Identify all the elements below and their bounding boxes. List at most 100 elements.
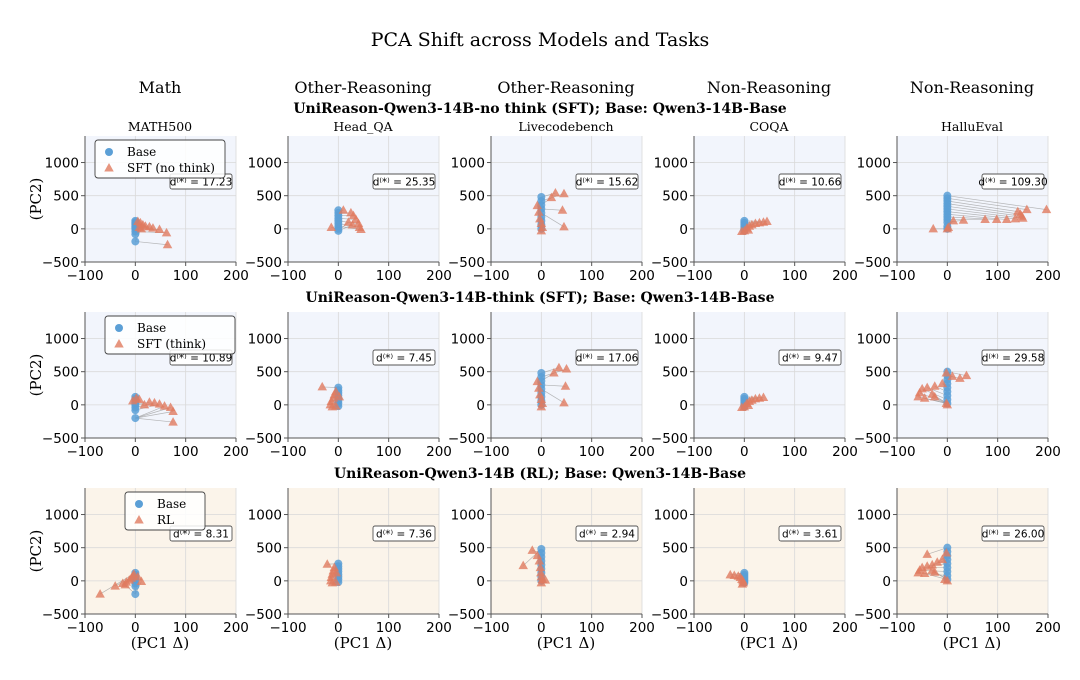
shifted-point	[148, 223, 158, 232]
shifted-point	[326, 222, 337, 232]
shifted-point	[120, 579, 131, 589]
subplot: −500 0 500 1000 −100 0 100 200 d⁽*⁾ = 9.47	[651, 312, 858, 460]
row-titles: UniReason-Qwen3-14B-no think (SFT); Base…	[293, 101, 786, 482]
x-tick-label: −100	[66, 620, 103, 636]
y-tick-label: 1000	[451, 156, 485, 172]
shift-connector	[947, 195, 1047, 210]
legend: Base SFT (think)	[104, 315, 236, 355]
shifted-point	[550, 188, 561, 197]
subplot: −500 0 500 1000 −100 0 100 200 d⁽*⁾ = 26.00	[854, 488, 1061, 636]
y-tick-label: 0	[679, 574, 688, 590]
y-tick-label: −500	[42, 607, 79, 623]
plot-area	[491, 488, 642, 614]
x-tick-label: 200	[426, 268, 452, 284]
y-tick-label: 1000	[45, 332, 79, 348]
subplot: −500 0 500 1000 −100 0 100 200 d⁽*⁾ = 7.45	[245, 312, 452, 460]
shifted-point	[980, 214, 990, 224]
y-tick-label: 0	[882, 398, 891, 414]
distance-annotation-box	[575, 349, 639, 366]
y-axis-label: (PC2)	[27, 178, 45, 221]
shift-connector	[947, 203, 1021, 215]
shifted-point	[554, 362, 564, 372]
plot-area	[491, 312, 642, 438]
shifted-point	[534, 383, 544, 392]
shifted-point	[331, 567, 342, 577]
y-tick-label: −500	[854, 607, 891, 623]
shifted-point	[338, 205, 349, 214]
plot-area	[897, 488, 1048, 614]
x-tick-label: 200	[832, 620, 858, 636]
shifted-point	[534, 555, 545, 565]
legend-box	[124, 491, 206, 531]
x-tick-label: −100	[878, 620, 915, 636]
distance-annotation: d⁽*⁾ = 10.66	[779, 177, 842, 189]
category-header: Non-Reasoning	[707, 78, 831, 97]
subplot: −500 0 500 1000 −100 0 100 200 d⁽*⁾ = 7.36	[245, 488, 452, 636]
task-title: COQA	[749, 119, 789, 134]
base-point	[334, 226, 343, 235]
task-title: Head_QA	[333, 119, 393, 134]
shifted-point	[943, 222, 954, 232]
plot-area	[897, 312, 1048, 438]
shifted-point	[941, 368, 952, 377]
x-tick-label: 100	[985, 620, 1011, 636]
row-title: UniReason-Qwen3-14B (RL); Base: Qwen3-14…	[334, 466, 746, 482]
y-tick-label: 500	[459, 541, 485, 557]
shift-connector	[135, 417, 174, 423]
y-tick-label: 0	[882, 222, 891, 238]
x-tick-label: 0	[334, 268, 343, 284]
y-tick-label: 0	[476, 222, 485, 238]
shift-connector	[947, 211, 1016, 220]
legend-shifted-label: RL	[157, 513, 174, 527]
y-tick-label: 1000	[45, 156, 79, 172]
shifted-point	[958, 215, 969, 224]
shifted-point	[331, 577, 341, 586]
subplot: −500 0 500 1000 −100 0 100 200 d⁽*⁾ = 17.23 Base S…	[42, 136, 249, 284]
distance-annotation-box	[372, 525, 436, 542]
distance-annotation: d⁽*⁾ = 10.89	[170, 353, 233, 365]
y-tick-label: −500	[448, 431, 485, 447]
shift-connector	[947, 197, 1027, 210]
x-tick-label: −100	[675, 268, 712, 284]
shifted-point	[532, 376, 543, 386]
shifted-point	[331, 401, 341, 410]
plot-area	[694, 136, 845, 262]
shifted-point	[930, 381, 940, 390]
x-tick-label: 200	[1035, 620, 1061, 636]
x-tick-label: −100	[66, 268, 103, 284]
shift-connector	[541, 384, 566, 387]
shifted-point	[919, 393, 930, 402]
x-tick-label: 0	[131, 444, 140, 460]
x-tick-label: −100	[472, 268, 509, 284]
shifted-point	[927, 565, 937, 574]
shifted-point	[159, 401, 170, 410]
distance-annotation: d⁽*⁾ = 2.94	[579, 529, 635, 541]
shifted-point	[162, 239, 173, 249]
row-title: UniReason-Qwen3-14B-no think (SFT); Base…	[293, 101, 786, 117]
x-tick-label: 0	[537, 444, 546, 460]
y-tick-label: 0	[476, 398, 485, 414]
category-headers: Math Other-Reasoning Other-Reasoning Non…	[139, 78, 1034, 97]
y-tick-label: 0	[70, 574, 79, 590]
shifted-point	[743, 400, 754, 410]
legend-box	[104, 315, 236, 355]
y-tick-label: 500	[256, 365, 282, 381]
x-tick-label: 200	[223, 620, 249, 636]
y-tick-label: 0	[476, 574, 485, 590]
shifted-point	[1022, 204, 1032, 214]
shifted-point	[743, 225, 754, 234]
shifted-point	[557, 205, 568, 214]
x-tick-label: −100	[878, 268, 915, 284]
shift-connector	[541, 388, 565, 404]
x-tick-label: 100	[985, 268, 1011, 284]
y-tick-label: −500	[245, 607, 282, 623]
x-tick-label: 0	[537, 268, 546, 284]
y-tick-label: 1000	[248, 508, 282, 524]
x-tick-label: 0	[334, 620, 343, 636]
x-tick-label: 100	[173, 268, 199, 284]
y-tick-label: 500	[865, 541, 891, 557]
y-tick-label: 1000	[857, 156, 891, 172]
x-tick-label: 100	[782, 620, 808, 636]
distance-annotation: d⁽*⁾ = 17.06	[576, 353, 639, 365]
